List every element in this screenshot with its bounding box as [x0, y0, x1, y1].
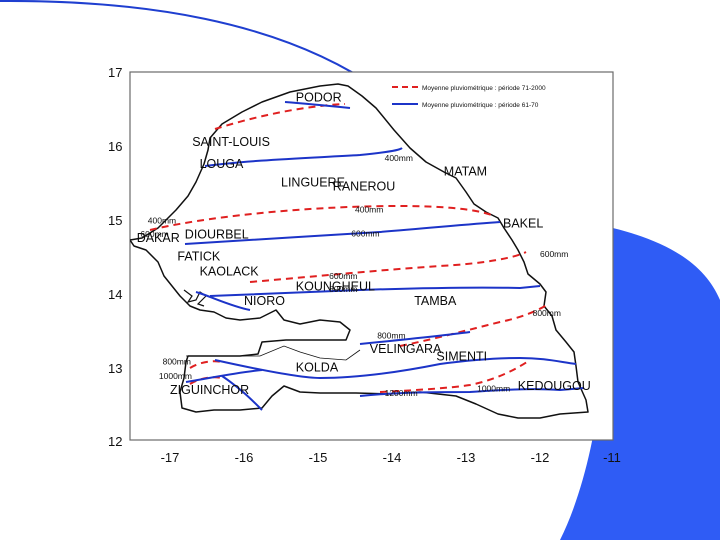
city-labels: PODOR SAINT-LOUIS LOUGA MATAM LINGUERERANERO…	[137, 91, 591, 397]
x-tick: -13	[457, 450, 476, 465]
isohyet-label: 400mm	[385, 153, 413, 163]
isohyet-61-70-line	[204, 147, 403, 167]
isohyet-61-70-line	[284, 101, 351, 109]
city-label: PODOR	[296, 91, 342, 105]
city-label: KEDOUGOU	[518, 379, 591, 393]
casamance-border	[186, 345, 361, 361]
isohyet-labels: 400mm 400mm 400mm 600mm 600mm 600mm 600mm 800mm…	[140, 153, 568, 398]
x-tick: -15	[309, 450, 328, 465]
city-label: DIOURBEL	[185, 228, 249, 242]
senegal-outline	[130, 83, 589, 419]
legend-label-61-70: Moyenne pluviométrique : période 61-70	[422, 102, 539, 109]
y-tick: 16	[108, 139, 122, 154]
city-label: DAKAR	[137, 231, 180, 245]
city-label: TAMBA	[414, 294, 457, 308]
legend-label-71-2000: Moyenne pluviométrique : période 71-2000	[422, 85, 546, 92]
isohyet-label: 600mm	[329, 271, 357, 281]
isohyet-label: 600mm	[140, 229, 168, 239]
y-tick: 17	[108, 65, 122, 80]
city-label: FATICK	[177, 250, 220, 264]
city-label: KAOLACK	[200, 265, 260, 279]
x-tick: -12	[531, 450, 550, 465]
isohyet-61-70-line	[221, 375, 263, 411]
blue-swoosh-shape	[560, 225, 720, 540]
saloum-delta	[183, 289, 207, 307]
isohyet-71-2000-line	[379, 359, 531, 393]
isohyet-label: 1000mm	[477, 384, 510, 394]
y-tick: 15	[108, 213, 122, 228]
isohyet-61-70-line	[195, 291, 251, 311]
y-axis-ticks: 17 16 15 14 13 12	[108, 65, 122, 449]
x-tick: -14	[383, 450, 402, 465]
isohyet-61-70-line	[209, 285, 541, 297]
isohyet-label: 1200mm	[385, 388, 418, 398]
legend: Moyenne pluviométrique : période 71-2000…	[392, 85, 546, 109]
city-label: LOUGA	[200, 157, 244, 171]
x-tick: -17	[161, 450, 180, 465]
x-tick: -11	[603, 450, 621, 465]
top-arc-line	[0, 0, 381, 91]
city-label: NIORO	[244, 294, 285, 308]
city-label: SAINT-LOUIS	[192, 135, 270, 149]
isohyet-61-70-line	[359, 387, 585, 397]
isohyet-label: 800mm	[377, 330, 405, 340]
isohyets-61-70	[184, 101, 585, 411]
isohyet-61-70-line	[214, 356, 577, 380]
isohyet-label: 1000mm	[159, 371, 192, 381]
isohyet-61-70-line	[359, 331, 471, 345]
city-label: KOLDA	[296, 361, 339, 375]
isohyet-label: 800mm	[533, 308, 561, 318]
x-tick: -16	[235, 450, 254, 465]
isohyet-label: 600mm	[540, 249, 568, 259]
isohyet-label: 800mm	[163, 356, 191, 366]
city-label: MATAM	[444, 165, 487, 179]
city-label: VELINGARA	[370, 342, 442, 356]
isohyet-71-2000-line	[249, 251, 527, 283]
isohyet-label: 800mm	[329, 284, 357, 294]
y-tick: 13	[108, 361, 122, 376]
isohyet-71-2000-line	[399, 303, 549, 347]
isohyet-61-70-line	[184, 221, 501, 245]
y-tick: 14	[108, 287, 122, 302]
x-axis-ticks: -17 -16 -15 -14 -13 -12 -11	[161, 450, 621, 465]
city-label: KOUNGHEUL	[296, 279, 375, 293]
isohyet-61-70-line	[185, 369, 263, 383]
city-label: BAKEL	[503, 216, 543, 230]
y-tick: 12	[108, 434, 122, 449]
isohyet-label: 600mm	[351, 228, 379, 238]
isohyet-71-2000-line	[214, 103, 346, 130]
isohyet-label: 400mm	[355, 205, 383, 215]
isohyet-label: 400mm	[148, 216, 176, 226]
city-label: ZIGUINCHOR	[170, 383, 249, 397]
city-label: LINGUERE	[281, 176, 345, 190]
city-label: SIMENTI	[436, 350, 487, 364]
city-label: RANEROU	[333, 179, 396, 193]
